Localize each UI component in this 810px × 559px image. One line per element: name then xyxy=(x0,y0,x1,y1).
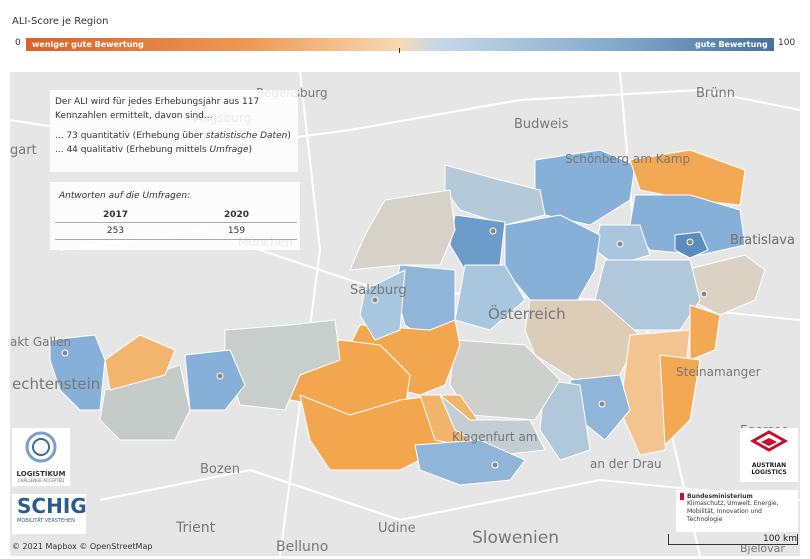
place-label: Belluno xyxy=(276,539,329,555)
place-label: Steinamanger xyxy=(676,365,761,379)
text: ... 44 qualitativ (Erhebung mittels xyxy=(55,145,210,155)
logo-text: LOGISTIKUM xyxy=(16,470,66,478)
table-cell: 159 xyxy=(227,226,246,236)
place-label: echtenstein xyxy=(12,375,101,393)
place-label: Salzburg xyxy=(350,283,407,298)
scale-mid-tick xyxy=(399,48,400,53)
table-cell: 253 xyxy=(106,226,125,236)
text: ) xyxy=(248,145,253,155)
table-row: 253 159 xyxy=(55,223,297,240)
place-label: akt Gallen xyxy=(10,335,72,349)
logo-text: AUSTRIAN LOGISTICS xyxy=(751,462,787,476)
info-intro: Der ALI wird für jedes Erhebungsjahr aus… xyxy=(55,97,260,121)
text: ) xyxy=(287,131,291,141)
place-label: Udine xyxy=(378,521,416,536)
legend-low-label: weniger gute Bewertung xyxy=(32,40,144,49)
logo-icon xyxy=(25,431,57,463)
table-header: 2017 xyxy=(102,210,129,220)
info-line: ... 73 quantitativ (Erhebung über statis… xyxy=(55,129,293,143)
scale-label: 100 km xyxy=(762,534,797,544)
legend-min: 0 xyxy=(15,38,21,48)
map xyxy=(10,72,800,556)
place-label: Slowenien xyxy=(472,528,560,548)
logistikum-logo: LOGISTIKUM CHALLENGE ACCEPTED xyxy=(12,428,70,486)
logo-subtext: MOBILITÄT VERSTEHEN xyxy=(17,518,75,524)
logo-subtext: CHALLENGE ACCEPTED xyxy=(17,478,65,483)
survey-table: 2017 2020 253 159 xyxy=(55,208,297,240)
place-label: gart xyxy=(10,143,37,158)
survey-caption: Antworten auf die Umfragen: xyxy=(59,191,191,201)
place-label: Österreich xyxy=(488,305,566,323)
place-label: an der Drau xyxy=(590,457,662,471)
place-label: Schönberg am Kamp xyxy=(565,152,691,166)
legend-title: ALI-Score je Region xyxy=(12,16,109,27)
logo-icon xyxy=(749,430,789,452)
place-label: Bozen xyxy=(200,462,240,477)
place-label: Bratislava xyxy=(730,233,795,248)
legend-high-label: gute Bewertung xyxy=(695,40,768,49)
info-box: Der ALI wird für jedes Erhebungsjahr aus… xyxy=(50,90,298,172)
place-label: Klagenfurt am xyxy=(452,430,538,444)
austrian-logistics-logo: AUSTRIAN LOGISTICS xyxy=(740,428,798,482)
place-label: Brünn xyxy=(696,86,735,101)
text: Umfrage xyxy=(209,145,249,155)
legend-max: 100 xyxy=(778,38,796,48)
survey-box: Antworten auf die Umfragen: 2017 2020 253… xyxy=(50,182,300,250)
logo-text: SCHIG xyxy=(17,494,87,518)
table-header: 2020 xyxy=(223,210,250,220)
place-label: Bratislava xyxy=(730,233,795,248)
place-label: Budweis xyxy=(514,117,569,132)
text: statistische Daten xyxy=(205,131,288,141)
place-label: Trient xyxy=(176,520,216,536)
place-label: Bjelovar xyxy=(740,542,785,555)
text: ... 73 quantitativ (Erhebung über xyxy=(55,131,206,141)
logo-subtext: Klimaschutz, Umwelt, Energie, Mobilität,… xyxy=(687,500,779,523)
ministry-logo: Bundesministerium Klimaschutz, Umwelt, E… xyxy=(676,490,798,532)
attribution: © 2021 Mapbox © OpenStreetMap xyxy=(12,542,153,551)
schig-logo: SCHIG MOBILITÄT VERSTEHEN xyxy=(12,494,87,534)
logo-text: Bundesministerium xyxy=(680,493,794,500)
info-line: ... 44 qualitativ (Erhebung mittels Umfr… xyxy=(55,143,293,157)
scale-bar: 100 km xyxy=(668,534,798,545)
color-scale xyxy=(26,38,774,51)
